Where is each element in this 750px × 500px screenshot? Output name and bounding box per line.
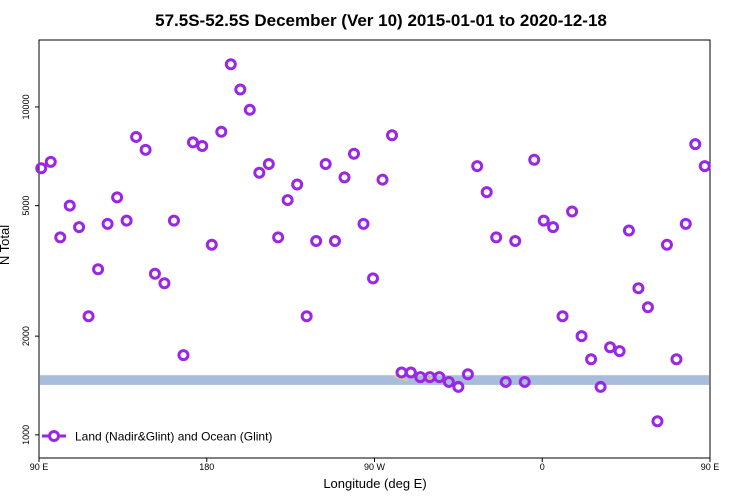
data-point <box>300 310 313 323</box>
data-point <box>177 349 190 362</box>
data-point <box>518 375 531 388</box>
data-point <box>404 366 417 379</box>
land-bit <box>426 378 429 381</box>
y-tick-label: 5000 <box>21 196 31 216</box>
data-point <box>547 221 560 234</box>
data-point <box>82 310 95 323</box>
land-bit <box>396 376 399 379</box>
data-point <box>234 83 247 96</box>
data-point <box>376 173 389 186</box>
data-point <box>73 221 86 234</box>
data-point <box>101 217 114 230</box>
data-point <box>186 136 199 149</box>
x-tick-label: 90 E <box>30 462 49 472</box>
legend-label: Land (Nadir&Glint) and Ocean (Glint) <box>75 430 272 444</box>
data-point <box>196 140 209 153</box>
data-point <box>328 235 341 248</box>
y-axis-ticks: 1000 2000 5000 10000 <box>21 94 39 445</box>
data-point <box>452 380 465 393</box>
data-point <box>613 345 626 358</box>
data-point <box>585 353 598 366</box>
data-point <box>575 330 588 343</box>
land-bit <box>399 377 402 380</box>
data-point <box>594 380 607 393</box>
data-point <box>386 129 399 142</box>
scatter-points <box>35 58 711 428</box>
land-band-layer <box>40 375 709 385</box>
data-point <box>338 171 351 184</box>
x-tick-label: 90 E <box>701 462 720 472</box>
data-point <box>54 231 67 244</box>
data-point <box>651 415 664 428</box>
chart-title: 57.5S-52.5S December (Ver 10) 2015-01-01… <box>155 11 607 30</box>
data-point <box>660 238 673 251</box>
data-point <box>224 58 237 71</box>
data-point <box>566 205 579 218</box>
data-point <box>490 231 503 244</box>
data-point <box>281 194 294 207</box>
data-point <box>670 353 683 366</box>
data-point <box>35 162 48 175</box>
land-bit <box>405 379 408 382</box>
land-bit <box>430 377 433 380</box>
land-band <box>40 375 709 385</box>
land-bit <box>394 375 397 378</box>
data-point <box>120 214 133 227</box>
data-point <box>689 138 702 151</box>
data-point <box>537 214 550 227</box>
data-point <box>622 224 635 237</box>
data-point <box>63 199 76 212</box>
data-point <box>367 272 380 285</box>
data-point <box>698 160 711 173</box>
data-point <box>357 217 370 230</box>
data-point <box>130 130 143 143</box>
data-point <box>499 375 512 388</box>
data-point <box>243 103 256 116</box>
data-point <box>319 157 332 170</box>
data-point <box>215 125 228 138</box>
x-axis-ticks: 90 E 180 90 W 0 90 E <box>30 458 720 472</box>
x-tick-label: 180 <box>199 462 214 472</box>
x-tick-label: 90 W <box>364 462 386 472</box>
x-tick-label: 0 <box>540 462 545 472</box>
data-point <box>253 166 266 179</box>
data-point <box>92 263 105 276</box>
data-point <box>641 301 654 314</box>
y-tick-label: 2000 <box>21 326 31 346</box>
y-tick-label: 1000 <box>21 425 31 445</box>
legend-marker <box>48 430 60 442</box>
data-point <box>205 238 218 251</box>
y-tick-label: 10000 <box>21 94 31 119</box>
data-point <box>509 235 522 248</box>
data-point <box>433 371 446 384</box>
data-point <box>604 341 617 354</box>
data-point <box>632 282 645 295</box>
data-point <box>480 186 493 199</box>
data-point <box>167 214 180 227</box>
data-point <box>347 147 360 160</box>
data-point <box>291 178 304 191</box>
data-point <box>528 153 541 166</box>
x-axis-label: Longitude (deg E) <box>323 476 426 491</box>
data-point <box>310 235 323 248</box>
data-point <box>442 375 455 388</box>
data-point <box>111 191 124 204</box>
legend: Land (Nadir&Glint) and Ocean (Glint) <box>42 430 272 444</box>
data-point <box>272 231 285 244</box>
data-point <box>556 310 569 323</box>
data-point <box>44 155 57 168</box>
land-bit <box>402 378 405 381</box>
data-point <box>158 277 171 290</box>
data-point <box>461 368 474 381</box>
data-point <box>262 157 275 170</box>
data-point <box>148 267 161 280</box>
data-point <box>139 143 152 156</box>
data-point <box>471 160 484 173</box>
y-axis-label: N Total <box>0 225 12 265</box>
data-point <box>679 217 692 230</box>
